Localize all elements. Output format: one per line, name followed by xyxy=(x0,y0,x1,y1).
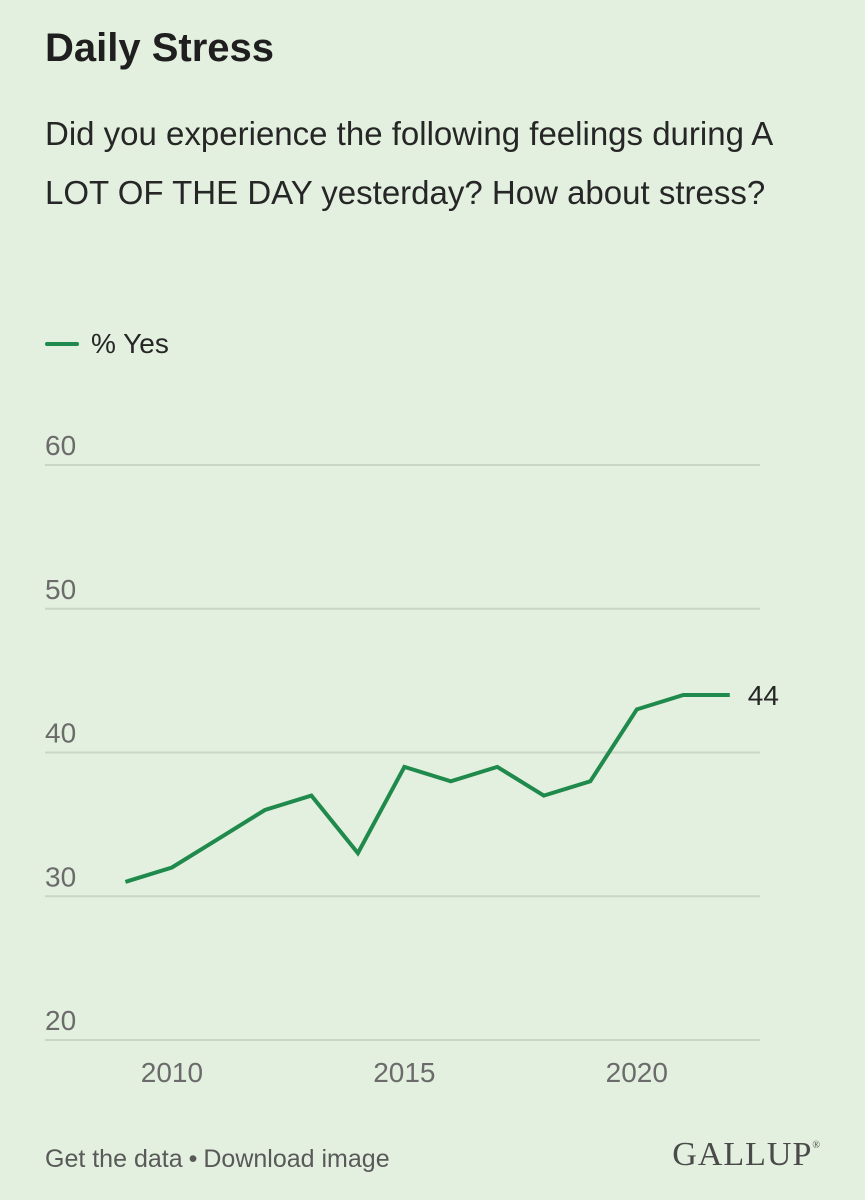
y-tick-label-20: 20 xyxy=(45,1005,76,1036)
x-tick-label-2010: 2010 xyxy=(141,1057,203,1088)
y-tick-label-30: 30 xyxy=(45,861,76,892)
y-tick-label-40: 40 xyxy=(45,718,76,749)
series-line-0 xyxy=(124,693,730,884)
legend: % Yes xyxy=(45,328,169,360)
download-image-link[interactable]: Download image xyxy=(203,1145,390,1173)
x-tick-label-2015: 2015 xyxy=(373,1057,435,1088)
gallup-logo: GALLUP® xyxy=(672,1136,821,1173)
footer-separator: • xyxy=(188,1145,198,1173)
x-tick-label-2020: 2020 xyxy=(606,1057,668,1088)
legend-label: % Yes xyxy=(91,328,169,359)
chart-subtitle: Did you experience the following feeling… xyxy=(45,115,772,211)
y-tick-label-50: 50 xyxy=(45,574,76,605)
footer: Get the data • Download image xyxy=(45,1145,390,1174)
legend-swatch xyxy=(45,342,79,346)
get-data-link[interactable]: Get the data xyxy=(45,1145,183,1173)
chart-title: Daily Stress xyxy=(45,26,275,70)
y-tick-label-60: 60 xyxy=(45,430,76,461)
line-chart: 20 30 40 50 60 2010 2015 2020 44 xyxy=(45,430,779,1088)
end-value-label: 44 xyxy=(748,680,779,711)
